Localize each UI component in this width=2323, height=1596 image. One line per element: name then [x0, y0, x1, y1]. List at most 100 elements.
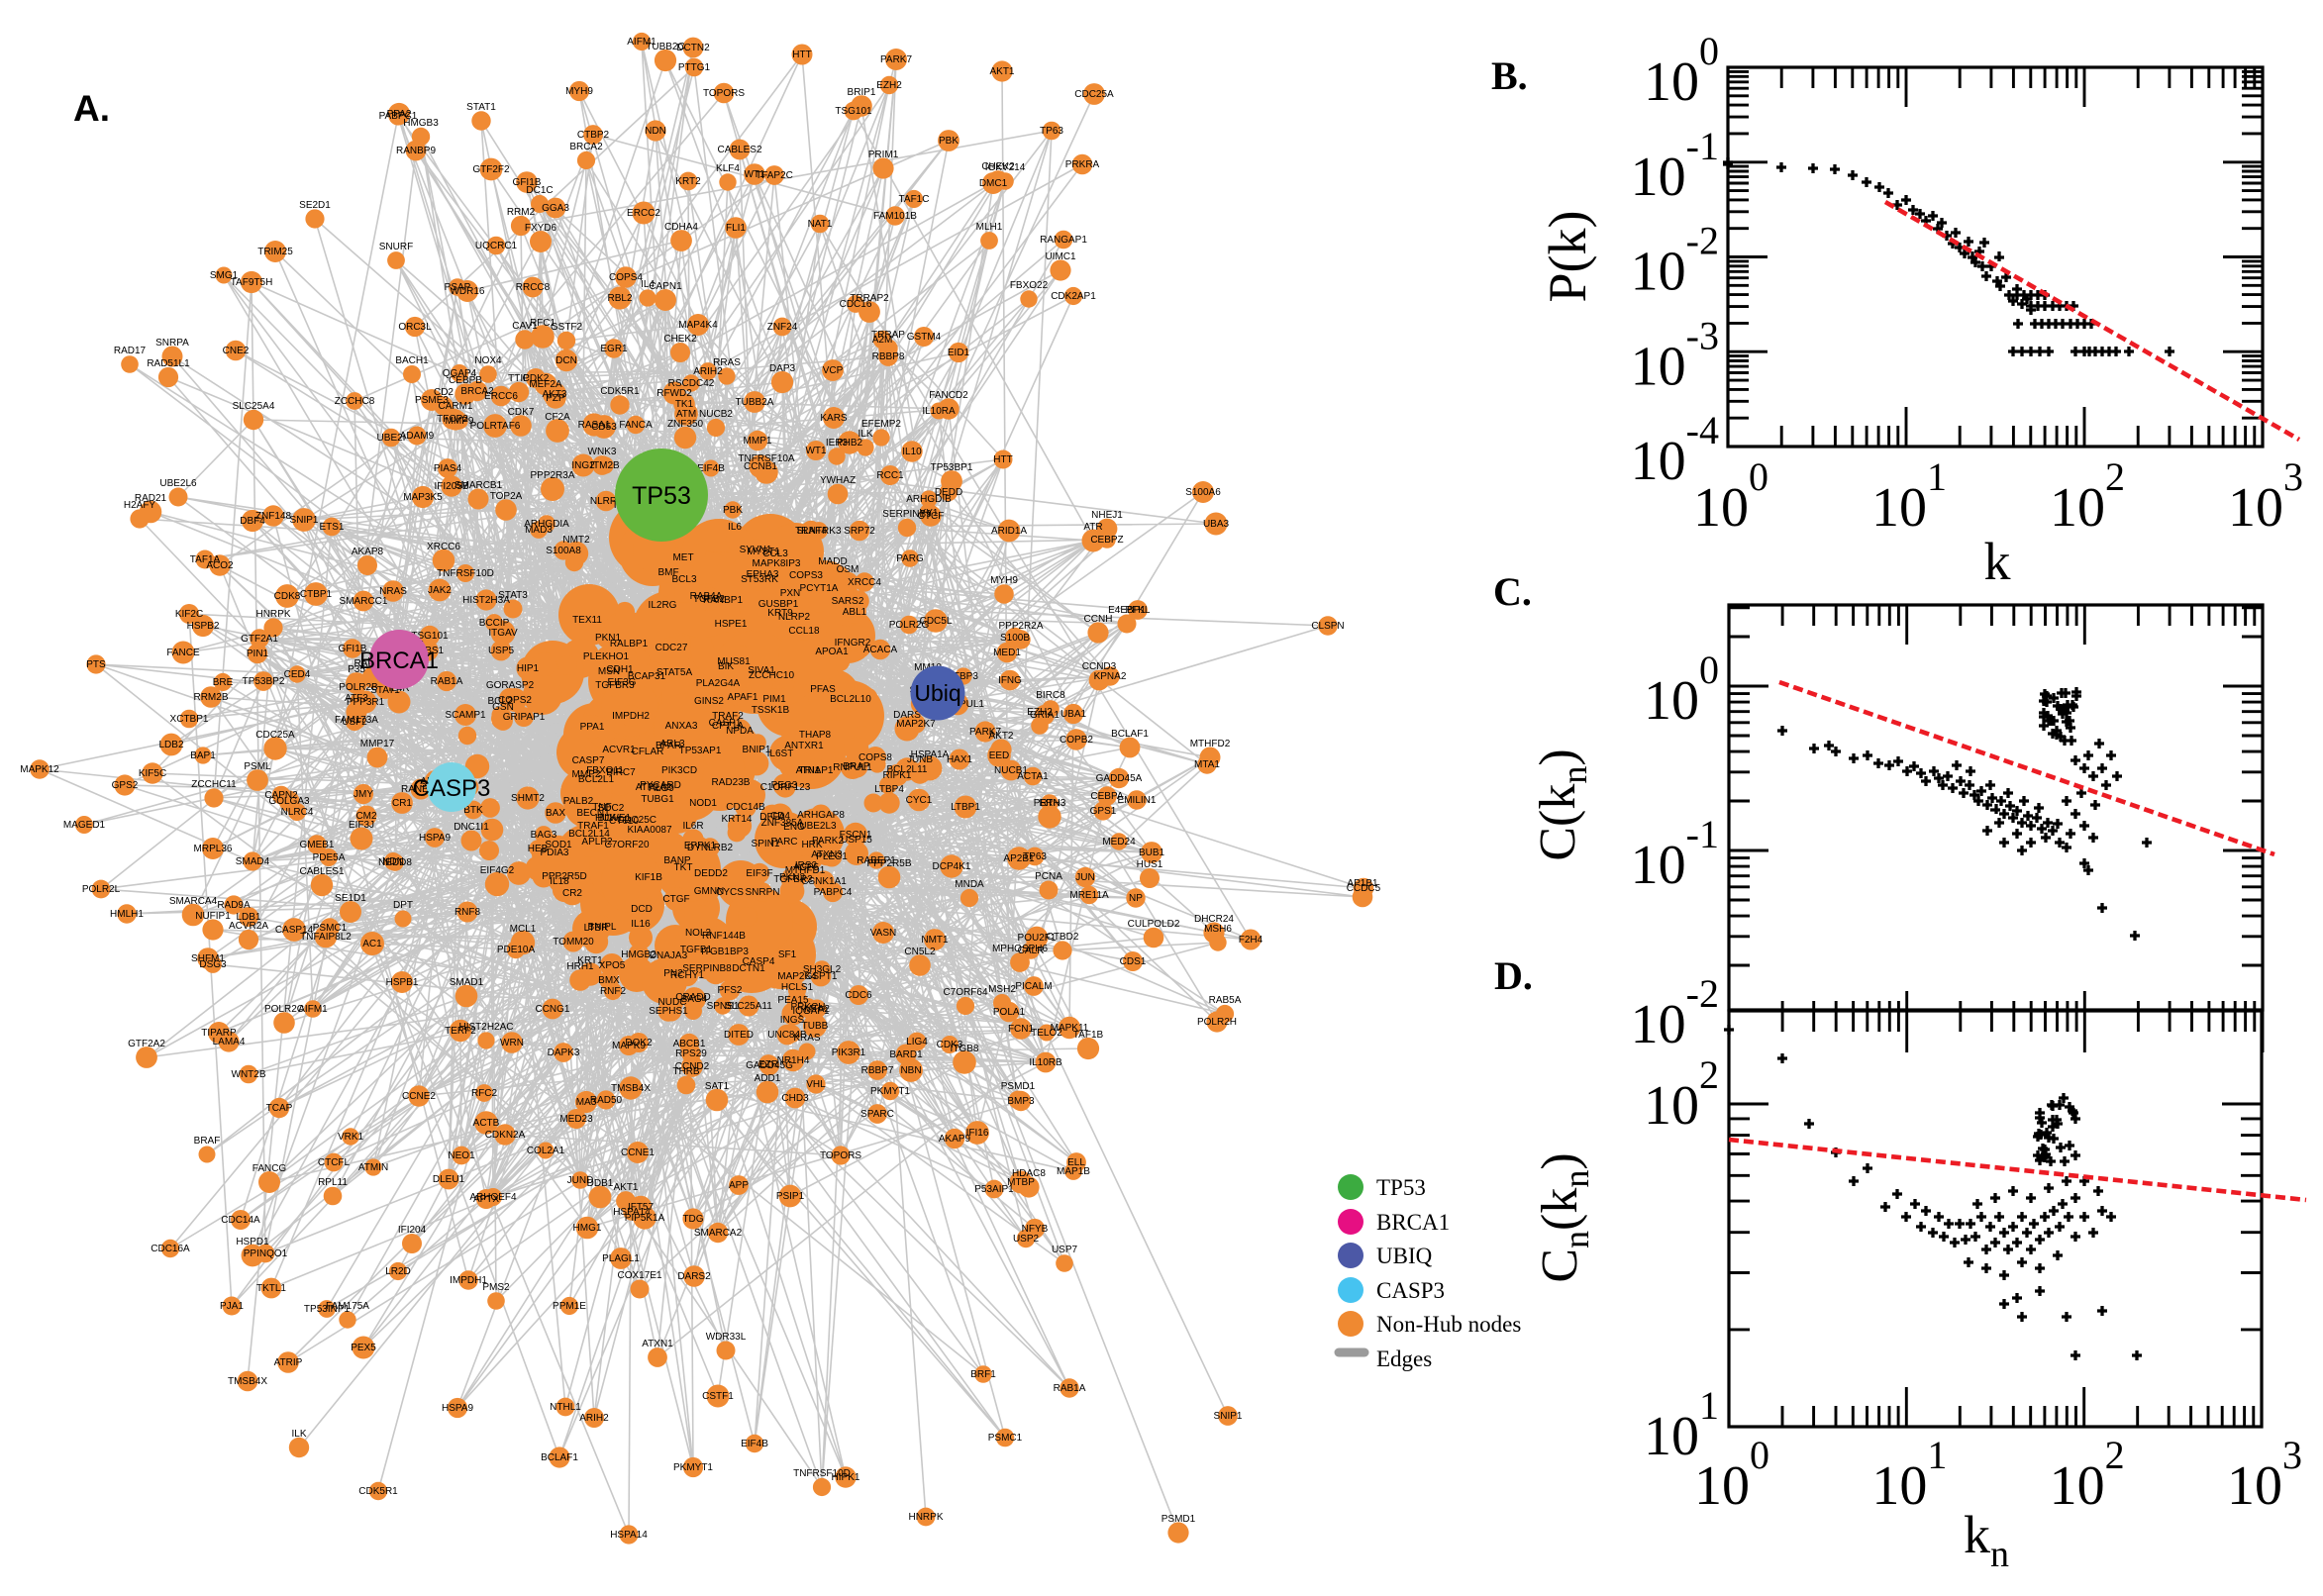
svg-text:ADD1: ADD1	[755, 1073, 781, 1084]
svg-text:GTF2F2: GTF2F2	[472, 164, 510, 175]
svg-text:CEBPA: CEBPA	[1090, 791, 1123, 802]
svg-text:101: 101	[1871, 1433, 1947, 1517]
svg-text:HRK: HRK	[801, 840, 822, 850]
svg-text:EZH2: EZH2	[876, 80, 902, 91]
svg-text:GUSBP1: GUSBP1	[758, 599, 799, 610]
svg-text:TSG101: TSG101	[835, 106, 872, 117]
svg-text:B.: B.	[1491, 53, 1528, 98]
svg-text:EED: EED	[989, 750, 1010, 761]
svg-text:SOD1: SOD1	[545, 840, 572, 850]
svg-text:BACH1: BACH1	[395, 355, 429, 366]
svg-text:CASP3: CASP3	[1376, 1278, 1445, 1303]
svg-text:MRE11A: MRE11A	[1069, 890, 1109, 901]
svg-text:RAD21: RAD21	[135, 493, 167, 504]
svg-text:PSMD1: PSMD1	[1162, 1514, 1196, 1525]
svg-text:HRH1: HRH1	[566, 961, 594, 972]
svg-text:RRM2B: RRM2B	[193, 692, 228, 703]
svg-text:UIMC1: UIMC1	[1045, 251, 1076, 262]
svg-text:SMARCB1: SMARCB1	[454, 480, 503, 491]
svg-text:IL18: IL18	[550, 876, 569, 887]
svg-text:GSTM4: GSTM4	[907, 332, 942, 343]
svg-text:GOLGA3: GOLGA3	[268, 796, 310, 807]
svg-text:BFAR: BFAR	[656, 741, 681, 751]
svg-text:MEF2A: MEF2A	[529, 379, 562, 390]
svg-text:SMARCA4: SMARCA4	[169, 896, 218, 907]
svg-text:INGS: INGS	[780, 1015, 805, 1026]
svg-text:PIP5K1A: PIP5K1A	[625, 1213, 665, 1224]
svg-text:PYCARD: PYCARD	[640, 780, 681, 791]
svg-text:F2H4: F2H4	[1239, 935, 1263, 946]
svg-text:CCND2: CCND2	[675, 1061, 710, 1072]
svg-text:S100B: S100B	[1000, 633, 1030, 644]
svg-text:RANBP9: RANBP9	[401, 784, 441, 795]
svg-text:RFC2: RFC2	[471, 1088, 498, 1099]
svg-text:CDC25C: CDC25C	[617, 815, 656, 826]
svg-text:NUCB2: NUCB2	[699, 409, 733, 420]
svg-text:GTF2A1: GTF2A1	[241, 634, 278, 645]
svg-text:HUS1: HUS1	[1137, 859, 1163, 870]
svg-text:BECN1: BECN1	[576, 808, 610, 819]
svg-text:UBE2I: UBE2I	[377, 433, 406, 444]
svg-text:GGA3: GGA3	[542, 203, 569, 214]
svg-text:ACVR1: ACVR1	[602, 745, 636, 755]
svg-text:CTGF: CTGF	[662, 894, 689, 905]
svg-text:100: 100	[1693, 454, 1768, 539]
svg-text:MSN: MSN	[598, 666, 620, 677]
svg-text:TSG101: TSG101	[411, 631, 449, 642]
svg-text:TP63: TP63	[1040, 126, 1063, 137]
svg-text:MADD: MADD	[818, 556, 847, 567]
svg-text:TEX11: TEX11	[572, 615, 602, 626]
svg-text:TSSK1B: TSSK1B	[752, 705, 790, 716]
svg-text:GRIA1: GRIA1	[1030, 710, 1060, 721]
svg-text:EIF3J: EIF3J	[349, 820, 374, 831]
svg-text:CN5L2: CN5L2	[904, 947, 936, 957]
svg-text:SLNTRK3: SLNTRK3	[796, 526, 841, 537]
svg-text:ITM2B: ITM2B	[590, 460, 620, 471]
svg-text:RFWD2: RFWD2	[656, 388, 692, 399]
svg-text:DAPK3: DAPK3	[548, 1047, 580, 1058]
svg-text:IL6R: IL6R	[682, 821, 703, 832]
svg-text:RAB5A: RAB5A	[1209, 995, 1242, 1006]
svg-text:PPP2R5D: PPP2R5D	[542, 871, 587, 882]
svg-text:SERPINB8: SERPINB8	[682, 963, 732, 974]
svg-text:CSTF1: CSTF1	[702, 1391, 734, 1402]
svg-text:DOK2: DOK2	[625, 1038, 653, 1048]
svg-text:FANCD2: FANCD2	[929, 390, 968, 401]
svg-text:PKN1: PKN1	[595, 633, 622, 644]
svg-text:CAPN1: CAPN1	[649, 281, 682, 292]
svg-text:GSN: GSN	[492, 702, 514, 713]
svg-text:MTBP: MTBP	[1007, 1177, 1035, 1188]
svg-text:COPS8: COPS8	[858, 752, 892, 763]
svg-text:KIF1B: KIF1B	[635, 872, 662, 883]
svg-text:TAF9T5H: TAF9T5H	[231, 277, 273, 288]
svg-text:S100A8: S100A8	[546, 546, 581, 556]
svg-text:TKT: TKT	[674, 862, 693, 873]
svg-text:PICALM: PICALM	[1015, 981, 1052, 992]
svg-text:ETS1: ETS1	[319, 522, 344, 533]
svg-text:RANBP1: RANBP1	[703, 595, 743, 606]
svg-text:MAPK9: MAPK9	[612, 1041, 646, 1051]
svg-text:kn: kn	[1964, 1505, 2009, 1575]
svg-text:CHEK2: CHEK2	[981, 161, 1015, 172]
svg-text:BIK: BIK	[718, 661, 734, 672]
svg-text:A.: A.	[73, 88, 110, 129]
svg-text:CD2: CD2	[434, 387, 454, 398]
svg-text:HIPK1: HIPK1	[832, 1472, 860, 1483]
svg-text:Edges: Edges	[1376, 1347, 1432, 1371]
svg-text:PPA1: PPA1	[580, 722, 605, 733]
svg-text:OSM: OSM	[837, 564, 859, 575]
svg-text:CAV1: CAV1	[512, 321, 538, 332]
svg-text:CDK8: CDK8	[274, 591, 301, 602]
svg-text:SH3GL2: SH3GL2	[803, 964, 842, 975]
svg-text:UQCRC1: UQCRC1	[475, 241, 518, 251]
svg-text:POLRTAF6: POLRTAF6	[470, 421, 521, 432]
svg-text:NUCB1: NUCB1	[994, 765, 1028, 776]
svg-text:PSML: PSML	[244, 761, 271, 772]
svg-text:VCP: VCP	[823, 365, 844, 376]
svg-text:NRAS: NRAS	[379, 586, 407, 597]
svg-text:D.: D.	[1494, 953, 1533, 998]
svg-text:E4EBP1: E4EBP1	[1108, 605, 1146, 616]
svg-text:IL10RB: IL10RB	[1029, 1057, 1062, 1068]
svg-text:CD53: CD53	[591, 422, 617, 433]
svg-text:IL6: IL6	[728, 522, 742, 533]
